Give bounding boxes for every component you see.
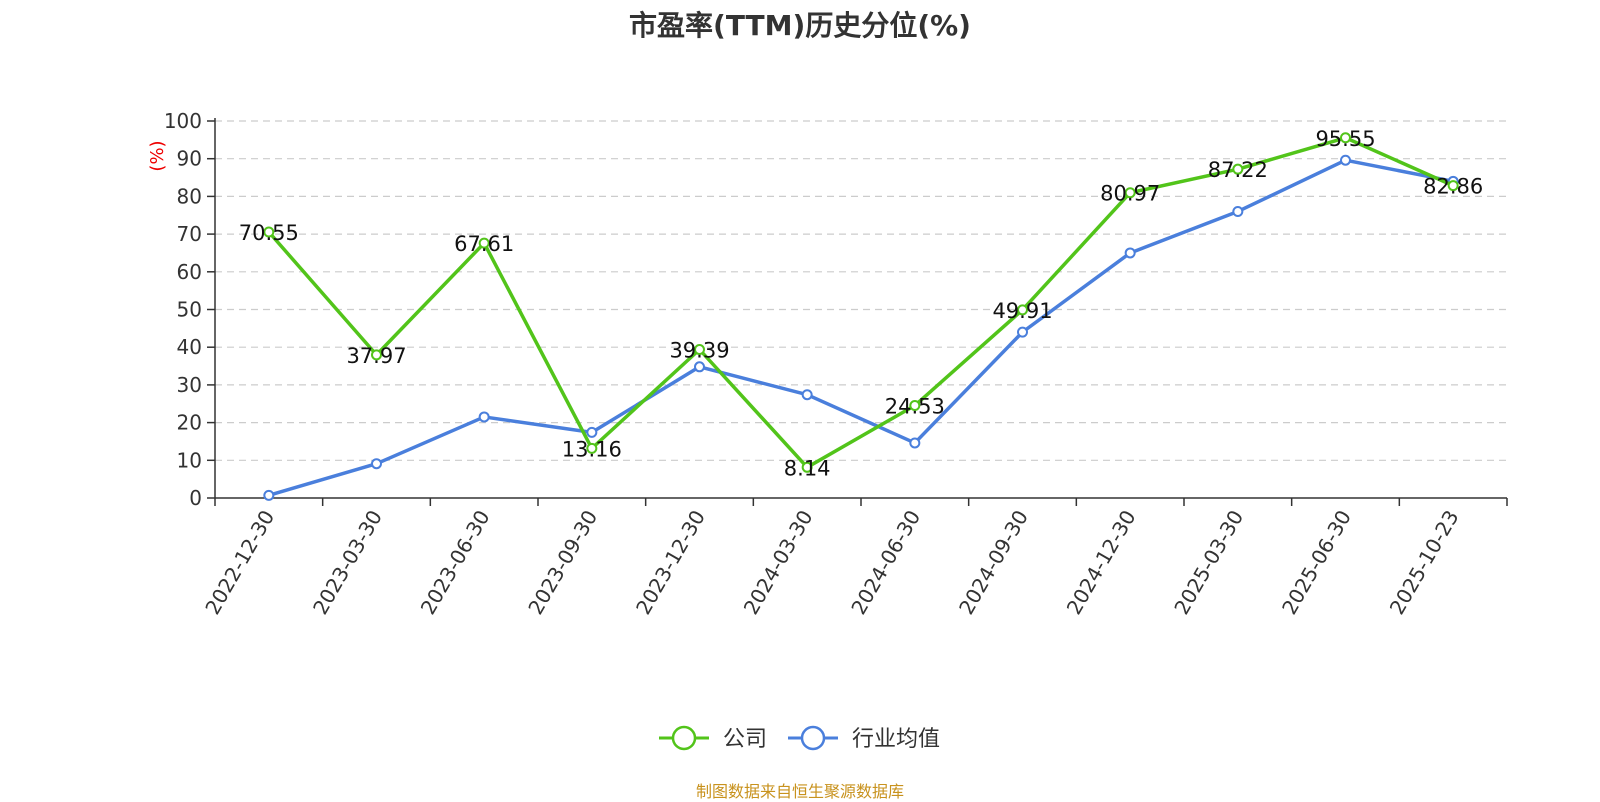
data-point-0 xyxy=(1017,304,1028,316)
data-label: 24.53 xyxy=(885,395,945,419)
data-label: 80.97 xyxy=(1100,182,1160,206)
legend-label: 行业均值 xyxy=(852,727,940,752)
data-point-1 xyxy=(694,361,705,373)
data-label: 67.61 xyxy=(454,232,514,256)
data-point-0 xyxy=(263,226,275,238)
x-tick-label: 2024-12-30 xyxy=(1062,506,1141,619)
data-point-0 xyxy=(1232,163,1244,175)
x-tick-label: 2025-10-23 xyxy=(1385,506,1464,619)
y-tick-label: 90 xyxy=(177,147,202,171)
data-point-1 xyxy=(1124,247,1136,259)
grid-lines xyxy=(215,120,1507,461)
data-point-0 xyxy=(1340,132,1351,144)
x-tick-label: 2024-09-30 xyxy=(954,506,1033,619)
data-label: 82.86 xyxy=(1423,175,1483,199)
data-point-0 xyxy=(1124,187,1136,199)
data-label: 39.39 xyxy=(669,338,729,362)
data-point-1 xyxy=(1232,205,1244,217)
data-point-1 xyxy=(909,437,921,449)
y-tick-label: 70 xyxy=(177,222,202,246)
data-label: 95.55 xyxy=(1315,127,1375,151)
y-tick-label: 50 xyxy=(177,298,202,322)
legend-marker xyxy=(800,725,826,751)
y-tick-label: 80 xyxy=(177,184,202,208)
data-point-0 xyxy=(371,349,382,361)
x-tick-label: 2023-12-30 xyxy=(631,506,710,619)
data-point-0 xyxy=(694,343,705,355)
legend: 公司 行业均值 xyxy=(659,725,940,752)
y-tick-label: 10 xyxy=(177,448,202,472)
y-tick-label: 60 xyxy=(177,260,202,284)
data-label: 8.14 xyxy=(784,456,831,480)
y-tick-label: 0 xyxy=(189,486,202,510)
data-point-1 xyxy=(1017,326,1028,338)
data-point-0 xyxy=(909,400,921,412)
x-tick-label: 2023-06-30 xyxy=(416,506,495,619)
chart-title: 市盈率(TTM)历史分位(%) xyxy=(629,9,971,42)
data-labels: 70.55 37.97 67.61 13.16 39.39 8.14 24.53 49.91 8… xyxy=(239,127,1483,481)
y-tick-label: 100 xyxy=(164,109,202,133)
legend-marker xyxy=(671,725,697,751)
x-tick-label: 2023-03-30 xyxy=(308,506,387,619)
data-point-1 xyxy=(801,389,813,401)
series-layer xyxy=(263,132,1459,501)
legend-label: 公司 xyxy=(723,727,767,752)
y-tick-label: 40 xyxy=(177,335,202,359)
data-label: 49.91 xyxy=(992,299,1052,323)
data-point-1 xyxy=(371,458,382,470)
data-point-0 xyxy=(1447,180,1459,192)
data-point-0 xyxy=(586,442,598,454)
x-tick-label: 2022-12-30 xyxy=(200,506,279,619)
x-tick-label: 2025-06-30 xyxy=(1277,506,1356,619)
y-axis-label: (%) xyxy=(147,140,168,171)
data-point-0 xyxy=(801,461,813,473)
series-line-0 xyxy=(267,136,1454,470)
data-point-1 xyxy=(586,426,598,438)
data-point-1 xyxy=(263,489,275,501)
data-label: 37.97 xyxy=(346,344,406,368)
y-tick-label: 20 xyxy=(177,411,202,435)
y-tick-label: 30 xyxy=(177,373,202,397)
series-line-1 xyxy=(268,158,1454,498)
source-note: 制图数据来自恒生聚源数据库 xyxy=(695,782,904,801)
data-label: 70.55 xyxy=(239,221,299,245)
data-label: 87.22 xyxy=(1208,158,1268,182)
x-tick-label: 2023-09-30 xyxy=(523,506,602,619)
data-label: 13.16 xyxy=(562,437,622,461)
data-point-0 xyxy=(478,237,490,249)
x-tick-label: 2024-06-30 xyxy=(846,506,925,619)
x-tick-label: 2024-03-30 xyxy=(739,506,818,619)
x-tick-label: 2025-03-30 xyxy=(1169,506,1248,619)
data-point-1 xyxy=(1340,154,1351,166)
data-point-1 xyxy=(478,411,490,423)
